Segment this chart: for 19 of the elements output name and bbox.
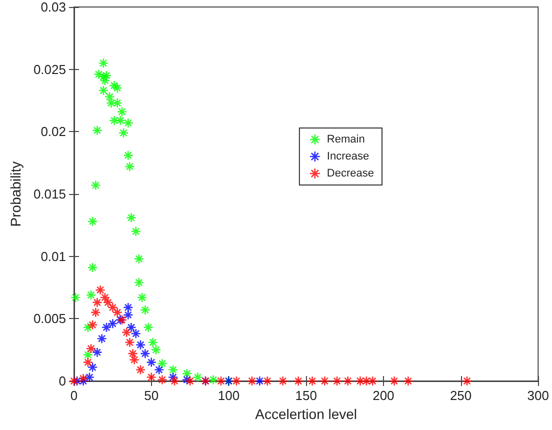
x-tick-label: 50 — [144, 388, 159, 403]
legend-label: Decrease — [326, 168, 374, 180]
x-tick-label: 150 — [295, 388, 317, 403]
x-axis-title: Accelertion level — [255, 406, 358, 422]
x-tick-label: 100 — [218, 388, 240, 403]
x-tick-label: 0 — [70, 388, 78, 403]
x-tick-label: 250 — [450, 388, 472, 403]
y-tick-label: 0.015 — [33, 186, 66, 202]
y-tick-label: 0 — [58, 374, 66, 388]
legend-label: Remain — [326, 134, 365, 146]
y-tick-label: 0.01 — [40, 248, 66, 264]
y-tick-label: 0.03 — [40, 0, 66, 14]
x-tick-label: 200 — [372, 388, 394, 403]
y-tick-label: 0.025 — [33, 62, 66, 77]
x-tick-label: 300 — [527, 388, 550, 403]
y-tick-label: 0.02 — [40, 124, 66, 140]
y-axis-title: Probability — [8, 161, 24, 227]
legend-label: Increase — [326, 150, 370, 162]
y-tick-label: 0.005 — [33, 311, 66, 326]
